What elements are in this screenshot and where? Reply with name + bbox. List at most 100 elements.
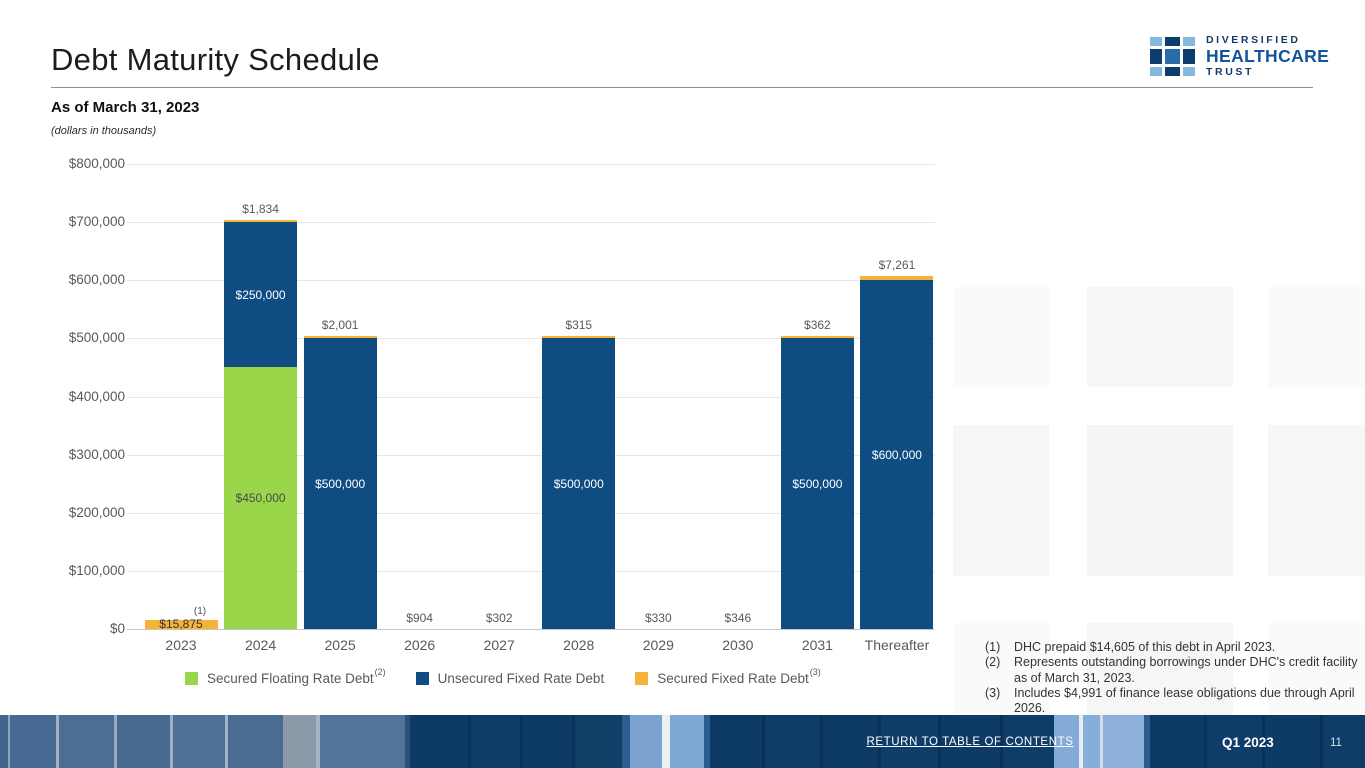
bar-value-label: $250,000: [235, 287, 286, 302]
y-axis-tick-label: $800,000: [68, 156, 125, 171]
legend-footnote-marker: (2): [374, 666, 386, 677]
x-axis-tick-label: 2026: [404, 637, 436, 653]
x-axis-tick-label: 2030: [722, 637, 754, 653]
bar-top-label: $904: [406, 611, 433, 625]
bar-segment: [860, 276, 934, 281]
bar-top-label: $1,834: [242, 202, 279, 217]
footer-period: Q1 2023: [1222, 735, 1274, 750]
page-title: Debt Maturity Schedule: [51, 42, 380, 77]
x-axis-tick-label: 2024: [244, 637, 277, 653]
return-to-toc-link[interactable]: RETURN TO TABLE OF CONTENTS: [866, 736, 1074, 748]
bar-top-label: $2,001: [321, 318, 359, 333]
y-axis-tick-label: $300,000: [68, 446, 125, 462]
logo-line1: DIVERSIFIED: [1206, 34, 1301, 46]
footnote-marker: (2): [985, 655, 1001, 670]
bar-segment: [860, 280, 934, 629]
logo-watermark-cell: [1268, 425, 1365, 576]
logo-watermark-cell: [953, 287, 1049, 387]
bar-segment: [144, 619, 218, 629]
bar-segment: [780, 338, 854, 629]
legend-swatch-navy: [415, 672, 429, 685]
footnote-2: (2) Represents outstanding borrowings un…: [985, 655, 1359, 686]
bar-value-label: $15,875: [159, 617, 203, 632]
y-axis-tick-label: $400,000: [68, 388, 125, 404]
bar-segment: [224, 222, 298, 368]
x-axis-tick-label: 2027: [483, 637, 515, 653]
logo-watermark-cell: [1087, 425, 1233, 576]
legend-item-secured-fixed: Secured Fixed Rate Debt (3): [635, 667, 821, 686]
logo-line3: TRUST: [1206, 66, 1254, 78]
y-axis-tick-label: $200,000: [68, 504, 125, 520]
legend-label: Secured Floating Rate Debt: [207, 671, 374, 686]
logo-watermark-cell: [953, 425, 1049, 576]
bar-segment: [303, 338, 377, 629]
legend-swatch-orange: [635, 672, 649, 685]
bar-top-label: $362: [804, 318, 831, 333]
footnote-3: (3) Includes $4,991 of finance lease obl…: [985, 686, 1359, 717]
x-axis-tick-label: 2023: [165, 637, 197, 653]
logo-watermark-cell: [1268, 287, 1365, 387]
as-of-date: As of March 31, 2023: [51, 99, 200, 116]
x-axis-tick-label: 2025: [324, 637, 356, 653]
y-axis-tick-label: $100,000: [68, 562, 125, 578]
bar-value-label: $500,000: [315, 476, 366, 491]
bar-top-label: $346: [724, 611, 752, 625]
bar-segment: [542, 338, 616, 629]
bar-segment: [224, 367, 298, 629]
legend-swatch-green: [185, 672, 198, 685]
gridline: [127, 454, 935, 456]
gridline: [127, 280, 935, 282]
bar-value-label: $450,000: [235, 491, 286, 506]
units-note: (dollars in thousands): [51, 125, 157, 137]
footnote-text: DHC prepaid $14,605 of this debt in Apri…: [1014, 640, 1276, 654]
logo-watermark-cell: [1087, 623, 1233, 716]
x-axis-tick-label: 2028: [563, 637, 595, 653]
legend-footnote-marker: (3): [809, 666, 821, 677]
bar-top-label: $315: [565, 318, 593, 333]
bar-value-label: $500,000: [553, 476, 604, 491]
bar-top-label: $7,261: [878, 258, 916, 273]
legend-item-unsecured-fixed: Unsecured Fixed Rate Debt: [415, 671, 606, 686]
bar-top-label: $302: [485, 611, 513, 625]
gridline: [127, 338, 935, 340]
bar-top-label: $330: [644, 611, 672, 625]
bar-value-label: $500,000: [792, 476, 843, 491]
legend-item-secured-floating: Secured Floating Rate Debt (2): [185, 667, 386, 686]
x-axis-tick-label: 2031: [801, 637, 833, 653]
footnote-text: Includes $4,991 of finance lease obligat…: [1014, 685, 1355, 716]
footnote-marker: (3): [985, 685, 1001, 700]
gridline: [127, 570, 935, 572]
y-axis-tick-label: $700,000: [68, 214, 125, 230]
logo-grid-icon: [1150, 36, 1195, 76]
y-axis-tick-label: $500,000: [68, 330, 125, 346]
y-axis-tick-label: $600,000: [68, 272, 125, 288]
bar-value-label: $600,000: [871, 447, 922, 462]
footnotes: (1) DHC prepaid $14,605 of this debt in …: [985, 640, 1359, 716]
logo-watermark-cell: [1268, 623, 1365, 716]
title-divider: [51, 87, 1313, 88]
footnote-1: (1) DHC prepaid $14,605 of this debt in …: [985, 640, 1359, 655]
gridline: [127, 222, 935, 224]
bar-footnote-marker: (1): [193, 605, 207, 617]
gridline: [127, 629, 935, 630]
logo-watermark-cell: [953, 623, 1049, 716]
footnote-text: Represents outstanding borrowings under …: [1014, 655, 1358, 685]
y-axis-tick-label: $0: [109, 621, 125, 636]
page-number: 11: [1330, 737, 1342, 749]
bar-segment: [224, 220, 298, 223]
bar-segment: [780, 336, 854, 339]
gridline: [127, 396, 935, 398]
company-logo: DIVERSIFIED HEALTHCARE TRUST: [1150, 35, 1329, 78]
bar-segment: [542, 336, 616, 339]
footnote-marker: (1): [985, 640, 1001, 654]
legend-label: Secured Fixed Rate Debt: [657, 671, 809, 686]
footer-photo-strip: [0, 715, 1365, 768]
x-axis-tick-label: Thereafter: [864, 637, 930, 653]
x-axis-tick-label: 2029: [642, 637, 674, 653]
logo-watermark-cell: [1087, 287, 1233, 387]
chart-legend: Secured Floating Rate Debt (2) Unsecured…: [185, 667, 821, 686]
gridline: [127, 164, 935, 165]
bar-segment: [303, 336, 377, 339]
